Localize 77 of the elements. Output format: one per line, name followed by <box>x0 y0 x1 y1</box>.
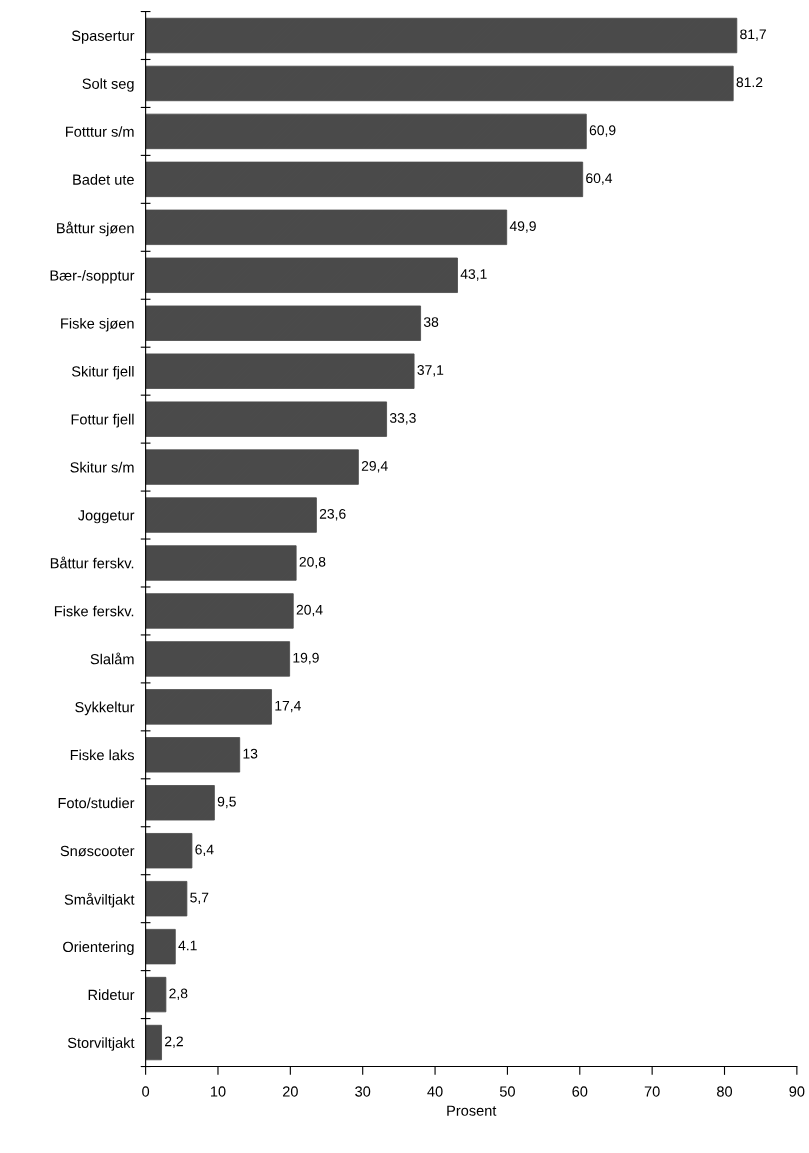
data-label: 17,4 <box>275 700 301 713</box>
y-tick-label: Ridetur <box>88 989 135 1001</box>
y-tick-label: Båttur ferskv. <box>50 556 134 569</box>
y-tick-label: Båttur sjøen <box>57 221 134 237</box>
bar <box>145 17 738 54</box>
bar <box>145 641 291 677</box>
y-tick-label: Fotttur s/m <box>66 126 134 137</box>
bar <box>145 881 188 917</box>
data-label: 29,4 <box>361 460 388 473</box>
data-label: 33,3 <box>389 413 416 425</box>
data-label: 23,6 <box>319 508 346 521</box>
data-label: 19,9 <box>293 652 319 665</box>
y-tick-label: Storviltjakt <box>67 1037 135 1051</box>
y-tick-label: Slalåm <box>90 652 134 665</box>
bar <box>145 401 387 437</box>
data-label: 60,4 <box>586 173 613 185</box>
y-tick-label: Skitur s/m <box>70 461 134 473</box>
bar <box>145 785 215 821</box>
x-tick-label: 20 <box>282 1086 298 1097</box>
data-label: 5,7 <box>190 892 209 905</box>
x-tick-label: 90 <box>789 1086 805 1097</box>
data-label: 2,2 <box>165 1036 183 1048</box>
bar <box>145 449 359 485</box>
data-label: 6,4 <box>195 844 214 857</box>
x-tick-label: 70 <box>644 1086 660 1097</box>
bar <box>145 833 193 869</box>
y-tick-label: Skitur fjell <box>71 365 134 380</box>
y-tick-label: Joggetur <box>77 510 135 524</box>
x-tick-label: 40 <box>427 1086 443 1097</box>
y-tick-label: Fiske ferskv. <box>54 605 134 617</box>
y-tick-label: Småviltjakt <box>64 892 135 908</box>
bar <box>145 497 317 533</box>
y-tick-label: Sykkeltur <box>75 701 135 716</box>
bar <box>145 161 584 198</box>
y-tick-label: Bær-/sopptur <box>50 269 135 284</box>
data-label: 49,9 <box>509 221 536 233</box>
y-tick-label: Foto/studier <box>58 797 135 809</box>
x-tick-label: 0 <box>142 1086 150 1097</box>
data-label: 81,7 <box>740 29 766 41</box>
bar <box>145 65 734 102</box>
x-tick-label: 50 <box>499 1086 515 1097</box>
bar <box>145 976 167 1013</box>
bar <box>145 353 415 389</box>
y-tick-label: Fottur fjell <box>71 413 134 428</box>
x-tick-label: 60 <box>572 1086 588 1097</box>
bar <box>145 113 587 150</box>
data-label: 60,9 <box>589 125 616 137</box>
x-tick-label: 30 <box>355 1086 371 1097</box>
data-label: 38 <box>423 317 439 327</box>
y-tick-label: Spasertur <box>71 30 135 44</box>
bar <box>145 305 422 341</box>
bar <box>145 928 176 965</box>
bar <box>145 689 272 725</box>
x-tick-label: 10 <box>210 1086 226 1097</box>
y-tick-label: Badet ute <box>73 174 134 185</box>
y-tick-label: Orientering <box>63 941 134 955</box>
y-tick-label: Fiske sjøen <box>61 317 134 332</box>
data-label: 4.1 <box>178 940 197 951</box>
bar <box>145 1024 162 1061</box>
data-label: 43,1 <box>460 269 487 281</box>
bar <box>145 545 297 581</box>
data-label: 13 <box>243 748 258 759</box>
y-tick-label: Snøscooter <box>60 845 135 857</box>
x-tick-label: 80 <box>717 1086 733 1097</box>
data-label: 81.2 <box>736 77 763 88</box>
bar <box>145 257 458 293</box>
y-tick-label: Solt seg <box>82 78 134 92</box>
data-label: 20,4 <box>296 604 323 617</box>
bar <box>145 593 294 629</box>
data-label: 2,8 <box>169 988 188 1000</box>
bar <box>145 209 508 246</box>
data-label: 37,1 <box>417 365 444 377</box>
data-label: 20,8 <box>299 556 326 569</box>
data-label: 9,5 <box>217 796 236 809</box>
bar <box>145 737 241 773</box>
y-tick-label: Fiske laks <box>70 749 134 761</box>
x-axis-title: Prosent <box>447 1105 497 1116</box>
